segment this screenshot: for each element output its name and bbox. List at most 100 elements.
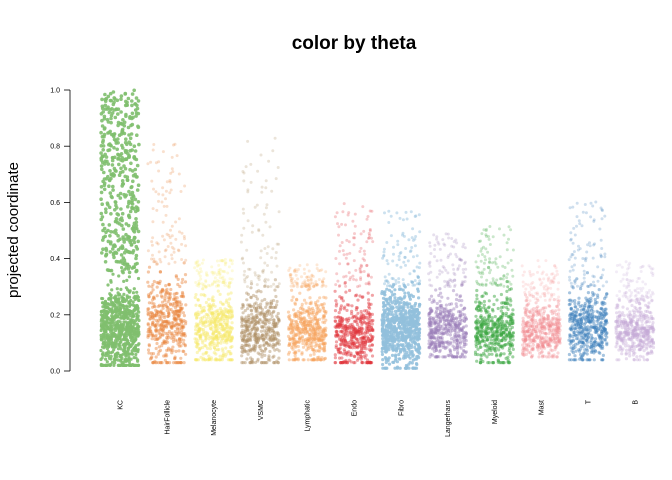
data-point bbox=[197, 329, 201, 333]
data-point bbox=[447, 280, 451, 284]
data-point bbox=[224, 261, 228, 265]
data-point bbox=[208, 319, 212, 323]
data-point bbox=[227, 316, 231, 320]
data-point bbox=[115, 98, 120, 103]
data-point bbox=[167, 313, 171, 318]
data-point bbox=[314, 312, 318, 316]
data-point bbox=[219, 311, 223, 315]
data-point bbox=[442, 242, 446, 246]
data-point bbox=[451, 289, 456, 293]
data-point bbox=[169, 171, 173, 175]
data-point bbox=[209, 335, 213, 339]
data-point bbox=[440, 324, 444, 328]
data-point bbox=[113, 328, 118, 333]
data-point bbox=[251, 224, 255, 228]
data-point bbox=[155, 241, 159, 245]
data-point bbox=[122, 310, 127, 314]
data-point bbox=[194, 358, 198, 362]
data-point bbox=[212, 310, 216, 314]
data-point bbox=[161, 186, 165, 190]
data-point bbox=[165, 354, 169, 358]
data-point bbox=[413, 366, 417, 370]
data-point bbox=[125, 338, 129, 342]
data-point bbox=[442, 331, 447, 336]
data-point bbox=[122, 342, 126, 346]
data-point bbox=[242, 211, 246, 215]
data-point bbox=[99, 348, 103, 353]
data-point bbox=[196, 298, 200, 302]
y-tick-label: 1.0 bbox=[50, 88, 60, 95]
data-point bbox=[406, 327, 410, 331]
data-point bbox=[226, 271, 230, 275]
data-point bbox=[463, 246, 467, 250]
data-point bbox=[200, 316, 205, 320]
data-point bbox=[106, 162, 111, 166]
data-point bbox=[182, 331, 186, 336]
data-point bbox=[382, 333, 386, 337]
data-point bbox=[389, 330, 393, 334]
data-point bbox=[151, 317, 156, 321]
data-point bbox=[241, 350, 245, 354]
data-point bbox=[212, 351, 216, 355]
data-point bbox=[154, 361, 159, 365]
data-point bbox=[160, 312, 164, 316]
data-point bbox=[194, 311, 198, 315]
data-point bbox=[109, 351, 113, 355]
data-point bbox=[128, 345, 132, 349]
data-point bbox=[126, 347, 130, 351]
data-point bbox=[446, 296, 450, 300]
data-point bbox=[132, 322, 136, 326]
data-point bbox=[228, 350, 232, 354]
data-point bbox=[220, 358, 224, 362]
data-point bbox=[275, 332, 279, 336]
data-point bbox=[127, 235, 131, 240]
data-point bbox=[432, 336, 436, 340]
data-point bbox=[456, 352, 460, 356]
data-point bbox=[152, 279, 156, 284]
data-point bbox=[353, 294, 358, 298]
data-point bbox=[257, 339, 261, 343]
data-point bbox=[167, 283, 172, 287]
data-point bbox=[153, 323, 158, 328]
data-point bbox=[404, 341, 408, 345]
data-point bbox=[203, 358, 207, 362]
data-point bbox=[260, 190, 264, 194]
data-point bbox=[181, 277, 185, 282]
data-point bbox=[119, 94, 124, 98]
data-point bbox=[118, 196, 123, 200]
data-point bbox=[213, 321, 217, 326]
data-point bbox=[163, 299, 167, 303]
data-point bbox=[303, 332, 307, 336]
data-point bbox=[167, 335, 171, 339]
data-point bbox=[437, 322, 441, 327]
data-point bbox=[215, 315, 220, 320]
data-point bbox=[406, 283, 410, 287]
data-point bbox=[150, 290, 154, 294]
data-point bbox=[206, 346, 210, 350]
data-point bbox=[214, 329, 218, 334]
data-point bbox=[462, 271, 466, 275]
data-point bbox=[324, 284, 328, 288]
data-point bbox=[273, 343, 277, 347]
data-point bbox=[109, 172, 113, 177]
data-point bbox=[208, 326, 213, 330]
data-point bbox=[208, 302, 212, 306]
data-point bbox=[270, 189, 274, 193]
data-point bbox=[151, 298, 155, 302]
data-point bbox=[223, 332, 227, 336]
data-point bbox=[223, 327, 227, 331]
data-point bbox=[105, 324, 109, 329]
data-point bbox=[124, 114, 128, 118]
data-point bbox=[183, 237, 186, 241]
data-point bbox=[216, 326, 220, 330]
data-point bbox=[124, 137, 128, 141]
data-point bbox=[116, 234, 120, 238]
data-point bbox=[292, 351, 296, 355]
data-point bbox=[183, 280, 188, 284]
data-point bbox=[104, 357, 108, 361]
data-point bbox=[154, 335, 158, 339]
data-point bbox=[161, 319, 165, 324]
data-point bbox=[104, 254, 108, 258]
data-point bbox=[224, 333, 228, 337]
data-point bbox=[345, 308, 349, 312]
